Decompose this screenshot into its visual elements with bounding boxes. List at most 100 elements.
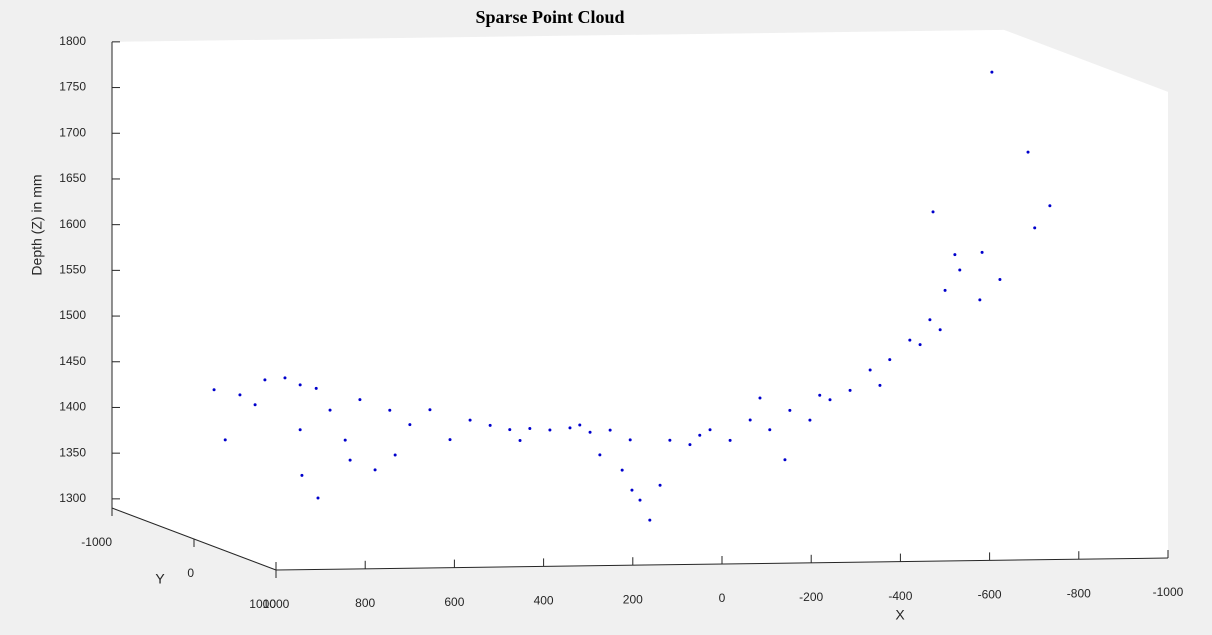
point [931, 210, 935, 214]
point [263, 378, 267, 382]
y-axis-label: Y [155, 571, 165, 587]
plot-area [112, 29, 1168, 571]
x-axis-label: X [895, 607, 905, 623]
point [488, 423, 492, 427]
z-tick-label: 1500 [59, 308, 86, 322]
y-tick-label: 1000 [249, 597, 276, 611]
point [316, 496, 320, 500]
point [393, 453, 397, 457]
point [878, 383, 882, 387]
point [314, 386, 318, 390]
point [328, 408, 332, 412]
point [343, 438, 347, 442]
point [408, 423, 412, 427]
point [620, 468, 624, 472]
point [978, 298, 982, 302]
point [568, 426, 572, 430]
y-tick-label: -1000 [81, 535, 112, 549]
point [548, 428, 552, 432]
z-tick-label: 1750 [59, 80, 86, 94]
point [518, 438, 522, 442]
z-tick-label: 1800 [59, 34, 86, 48]
point [508, 428, 512, 432]
point [428, 408, 432, 412]
point [348, 458, 352, 462]
point [212, 388, 216, 392]
point [980, 250, 984, 254]
z-tick-label: 1400 [59, 400, 86, 414]
point [958, 268, 962, 272]
point [783, 458, 787, 462]
point [868, 368, 872, 372]
z-tick-label: 1450 [59, 354, 86, 368]
point [943, 288, 947, 292]
point [648, 518, 652, 522]
z-tick-label: 1650 [59, 171, 86, 185]
x-tick-label: 0 [719, 591, 726, 605]
x-tick-label: -600 [978, 588, 1002, 602]
z-tick-label: 1550 [59, 263, 86, 277]
point [658, 483, 662, 487]
point [253, 403, 257, 407]
point [818, 393, 822, 397]
x-tick-label: -200 [799, 590, 823, 604]
point [788, 408, 792, 412]
x-tick-label: 400 [534, 594, 554, 608]
point [728, 438, 732, 442]
point [908, 338, 912, 342]
x-tick-label: -400 [888, 589, 912, 603]
point [808, 418, 812, 422]
point [630, 488, 634, 492]
point [638, 498, 642, 502]
point [283, 376, 287, 380]
point [373, 468, 377, 472]
point [223, 438, 227, 442]
point [1033, 226, 1037, 230]
point [298, 383, 302, 387]
x-tick-label: 600 [444, 595, 464, 609]
point [528, 426, 532, 430]
point [238, 393, 242, 397]
z-tick-label: 1350 [59, 445, 86, 459]
point [928, 318, 932, 322]
point [668, 438, 672, 442]
z-tick-label: 1700 [59, 125, 86, 139]
point [998, 278, 1002, 282]
point [990, 70, 994, 74]
point [598, 453, 602, 457]
chart-title: Sparse Point Cloud [475, 7, 624, 27]
point [888, 358, 892, 362]
point [698, 433, 702, 437]
point [578, 423, 582, 427]
point [588, 430, 592, 434]
point [848, 388, 852, 392]
point [300, 473, 304, 477]
point [938, 328, 942, 332]
point [918, 343, 922, 347]
point [358, 398, 362, 402]
z-axis-label: Depth (Z) in mm [29, 174, 45, 275]
x-tick-label: 800 [355, 596, 375, 610]
point [388, 408, 392, 412]
y-tick-label: 0 [187, 566, 194, 580]
point [608, 428, 612, 432]
point [953, 253, 957, 257]
z-tick-label: 1300 [59, 491, 86, 505]
point [748, 418, 752, 422]
point [1026, 150, 1030, 154]
x-tick-label: 200 [623, 592, 643, 606]
point [768, 428, 772, 432]
x-tick-label: -1000 [1153, 585, 1184, 599]
point [1048, 204, 1052, 208]
point [468, 418, 472, 422]
point [298, 428, 302, 432]
point [828, 398, 832, 402]
point [448, 438, 452, 442]
x-tick-label: -800 [1067, 586, 1091, 600]
x-tick-label: 1000 [263, 597, 290, 611]
point [688, 443, 692, 447]
point [628, 438, 632, 442]
point [708, 428, 712, 432]
